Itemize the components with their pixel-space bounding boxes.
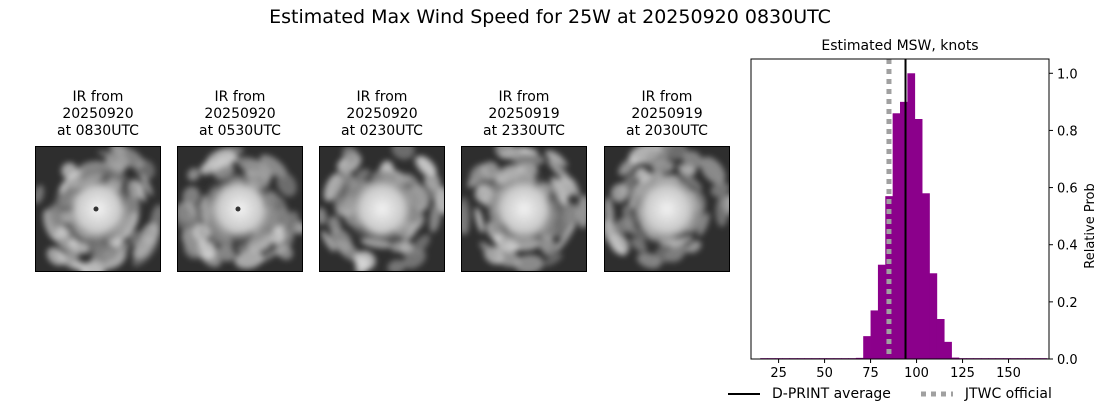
ir-caption: IR from 20250919 at 2030UTC (626, 89, 708, 139)
ir-panel-4: IR from 20250919 at 2330UTC (461, 89, 587, 272)
histogram-bar (936, 319, 945, 359)
histogram-bar (929, 273, 938, 359)
histogram-bar (855, 357, 864, 359)
ir-satellite-image (461, 146, 587, 272)
x-tick-label: 150 (996, 366, 1021, 381)
ir-panel-5: IR from 20250919 at 2030UTC (604, 89, 730, 272)
histogram-bar (863, 336, 871, 359)
axes-frame (750, 58, 1050, 360)
x-tick-label: 75 (862, 366, 879, 381)
y-tick-label: 1.0 (1057, 67, 1078, 82)
chart-title: Estimated MSW, knots (821, 38, 978, 54)
histogram-bar (951, 357, 960, 359)
y-tick-label: 0.0 (1057, 353, 1078, 368)
ir-caption: IR from 20250920 at 0530UTC (199, 89, 281, 139)
dotted-line-swatch (920, 391, 953, 397)
x-tick-label: 25 (770, 366, 787, 381)
histogram-bar (892, 113, 901, 360)
histogram-bar (914, 119, 923, 359)
ir-caption: IR from 20250920 at 0230UTC (341, 89, 423, 139)
y-axis-label: Relative Prob (1083, 183, 1098, 268)
legend-item-dprint: D-PRINT average (728, 386, 891, 402)
y-tick-label: 0.6 (1057, 182, 1078, 197)
msw-histogram-chart: Estimated MSW, knots Relative Prob 25 50 7… (750, 38, 1098, 381)
y-tick-label: 0.4 (1057, 239, 1078, 254)
chart-legend: D-PRINT average JTWC official (728, 386, 1082, 402)
ir-panel-1: IR from 20250920 at 0830UTC (35, 89, 161, 272)
x-tick-label: 50 (816, 366, 833, 381)
ir-caption: IR from 20250920 at 0830UTC (57, 89, 139, 139)
histogram-bar (877, 264, 886, 359)
ir-satellite-image (319, 146, 445, 272)
ir-caption: IR from 20250919 at 2330UTC (483, 89, 565, 139)
histogram-bar (922, 193, 930, 359)
histogram-bar (907, 73, 916, 360)
legend-item-jtwc: JTWC official (920, 386, 1052, 402)
histogram-bar (900, 101, 908, 359)
histogram-bar (885, 196, 894, 359)
legend-label: JTWC official (964, 386, 1052, 402)
histogram-bar (944, 341, 952, 359)
y-tick-label: 0.8 (1057, 124, 1078, 139)
ir-satellite-image (177, 146, 303, 272)
ir-panel-2: IR from 20250920 at 0530UTC (177, 89, 303, 272)
ir-satellite-image (604, 146, 730, 272)
figure-title: Estimated Max Wind Speed for 25W at 2025… (269, 6, 831, 28)
solid-line-swatch (728, 393, 760, 395)
ir-satellite-image (35, 146, 161, 272)
histogram-bar (870, 310, 879, 359)
x-tick-label: 100 (904, 366, 929, 381)
y-tick-label: 0.2 (1057, 296, 1078, 311)
histogram-bars (760, 73, 1048, 360)
x-tick-label: 125 (950, 366, 975, 381)
ir-panel-3: IR from 20250920 at 0230UTC (319, 89, 445, 272)
legend-label: D-PRINT average (772, 386, 891, 402)
